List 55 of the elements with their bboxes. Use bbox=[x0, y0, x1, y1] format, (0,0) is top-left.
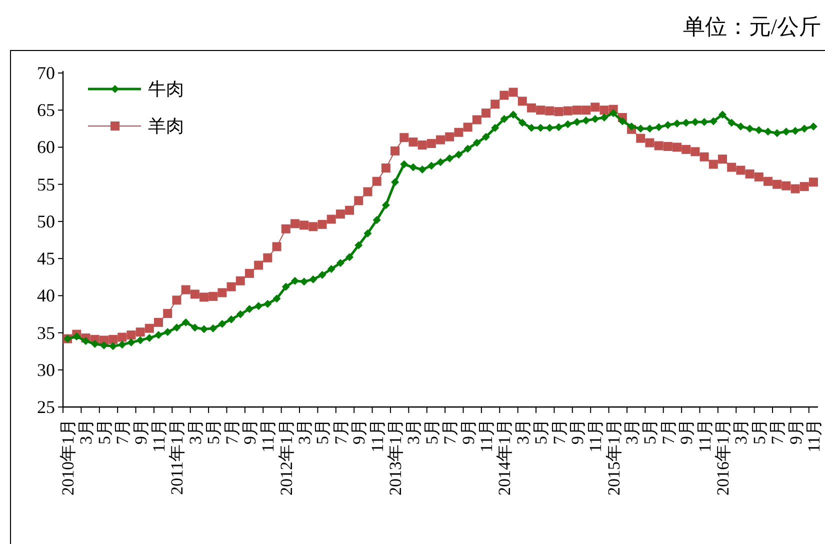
y-tick-label: 65 bbox=[37, 100, 55, 120]
x-tick-label: 7月 bbox=[331, 419, 350, 444]
y-tick-label: 60 bbox=[37, 137, 55, 158]
x-tick-label: 2011年1月 bbox=[168, 419, 187, 495]
y-tick-label: 35 bbox=[37, 322, 55, 343]
y-tick-label: 55 bbox=[37, 174, 55, 194]
y-tick-label: 45 bbox=[37, 248, 55, 269]
y-axis-title: 单位：元/公斤 bbox=[682, 14, 821, 39]
x-tick-label: 3月 bbox=[513, 419, 532, 444]
x-tick-label: 3月 bbox=[76, 419, 96, 444]
x-tick-label: 2014年1月 bbox=[495, 419, 514, 496]
x-tick-label: 5月 bbox=[532, 419, 551, 444]
x-tick-label: 9月 bbox=[350, 419, 369, 444]
x-tick-label: 7月 bbox=[113, 419, 132, 444]
x-tick-label: 7月 bbox=[550, 419, 569, 444]
x-tick-label: 2015年1月 bbox=[604, 419, 624, 496]
x-tick-label: 7月 bbox=[658, 419, 678, 444]
x-tick-label: 9月 bbox=[240, 419, 260, 444]
x-tick-label: 9月 bbox=[786, 419, 806, 444]
x-tick-label: 9月 bbox=[568, 419, 587, 444]
y-tick-label: 40 bbox=[37, 286, 55, 306]
y-tick-label: 25 bbox=[37, 397, 55, 417]
x-tick-label: 3月 bbox=[622, 419, 642, 444]
x-tick-label: 9月 bbox=[131, 419, 150, 444]
x-tick-label: 9月 bbox=[677, 419, 696, 444]
y-tick-label: 70 bbox=[37, 63, 55, 83]
x-tick-label: 9月 bbox=[458, 419, 478, 444]
x-tick-label: 5月 bbox=[640, 419, 660, 444]
legend-label: 羊肉 bbox=[148, 116, 184, 136]
x-tick-label: 3月 bbox=[295, 419, 314, 444]
x-tick-label: 7月 bbox=[440, 419, 460, 444]
x-tick-label: 11月 bbox=[368, 419, 387, 452]
x-tick-label: 11月 bbox=[695, 419, 714, 452]
x-tick-label: 7月 bbox=[222, 419, 242, 444]
x-tick-label: 5月 bbox=[204, 419, 224, 444]
legend-label: 牛肉 bbox=[148, 79, 184, 99]
x-tick-label: 11月 bbox=[804, 419, 824, 452]
x-tick-label: 5月 bbox=[313, 419, 332, 444]
y-tick-label: 50 bbox=[37, 211, 55, 232]
x-tick-label: 5月 bbox=[94, 419, 114, 444]
x-tick-label: 5月 bbox=[750, 419, 769, 444]
x-tick-label: 5月 bbox=[422, 419, 442, 444]
x-tick-label: 3月 bbox=[186, 419, 205, 444]
y-tick-label: 30 bbox=[37, 360, 55, 380]
x-tick-label: 11月 bbox=[476, 419, 496, 452]
x-tick-label: 2013年1月 bbox=[386, 419, 406, 496]
x-tick-label: 3月 bbox=[404, 419, 424, 444]
x-tick-label: 11月 bbox=[258, 419, 278, 452]
x-tick-label: 2016年1月 bbox=[713, 419, 732, 496]
x-tick-label: 11月 bbox=[586, 419, 606, 452]
x-tick-label: 3月 bbox=[732, 419, 751, 444]
x-tick-label: 2010年1月 bbox=[58, 419, 78, 496]
x-tick-label: 7月 bbox=[768, 419, 788, 444]
x-tick-label: 11月 bbox=[150, 419, 169, 452]
x-tick-label: 2012年1月 bbox=[276, 419, 296, 496]
